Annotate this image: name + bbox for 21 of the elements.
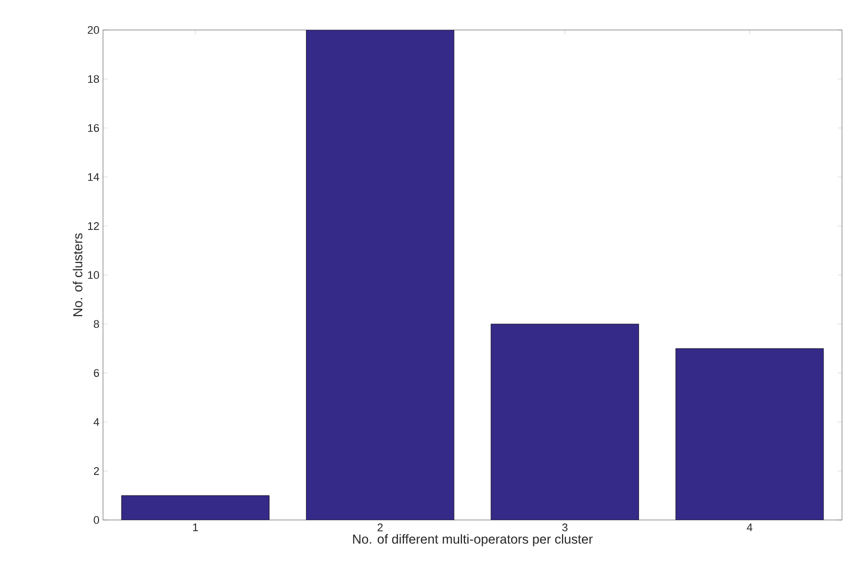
y-tick-label: 0 — [94, 516, 100, 524]
y-tick-label: 8 — [94, 320, 99, 328]
y-tick-label: 18 — [88, 75, 99, 83]
y-axis-title: No. of clusters — [72, 233, 82, 316]
y-tick-label: 6 — [94, 369, 99, 377]
x-tick-label: 4 — [746, 524, 752, 532]
x-tick-label: 1 — [193, 524, 198, 532]
bar — [676, 348, 824, 520]
y-tick-label: 14 — [88, 173, 100, 181]
bar — [490, 324, 639, 520]
y-tick-label: 10 — [88, 271, 100, 279]
y-tick-label: 4 — [94, 418, 100, 426]
y-tick-label: 20 — [88, 26, 100, 34]
y-tick-label: 2 — [94, 467, 99, 475]
x-tick-label: 2 — [378, 524, 383, 532]
y-tick-label: 16 — [88, 124, 99, 132]
x-axis-title: No. of different multi-operators per cluster — [353, 534, 593, 546]
bar — [121, 495, 270, 520]
y-tick-label: 12 — [88, 222, 99, 230]
bar — [306, 30, 454, 520]
x-tick-label: 3 — [562, 524, 568, 532]
